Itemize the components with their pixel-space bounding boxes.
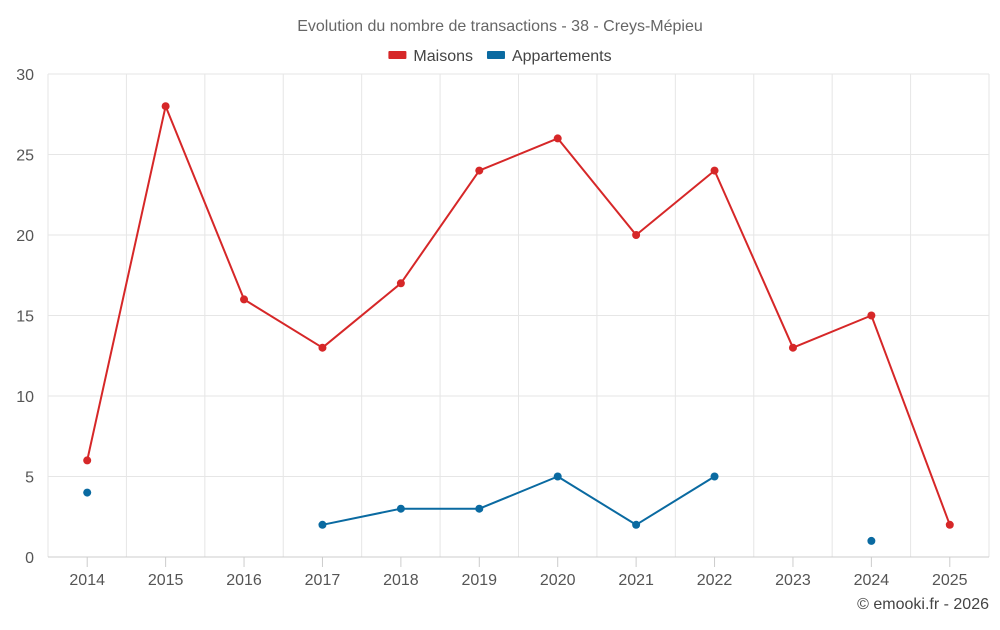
x-tick-label: 2024	[854, 572, 890, 589]
series-line	[322, 475, 716, 526]
x-tick-label: 2015	[148, 572, 184, 589]
chart-title: Evolution du nombre de transactions - 38…	[297, 18, 703, 35]
series-appartements	[83, 472, 876, 545]
y-tick-label: 10	[16, 389, 34, 406]
y-tick-label: 0	[25, 550, 34, 567]
legend-label: Appartements	[512, 48, 612, 65]
legend: Maisons Appartements	[388, 48, 612, 65]
x-tick-label: 2016	[226, 572, 262, 589]
credit-text: © emooki.fr - 2026	[857, 596, 989, 613]
series-line	[86, 105, 951, 526]
data-point	[83, 456, 92, 465]
data-point	[867, 536, 876, 545]
x-tick-label: 2014	[69, 572, 105, 589]
data-point	[318, 343, 327, 352]
y-tick-label: 15	[16, 309, 34, 326]
x-tick-label: 2020	[540, 572, 576, 589]
x-tick-label: 2025	[932, 572, 968, 589]
data-point	[318, 520, 327, 529]
x-tick-label: 2022	[697, 572, 733, 589]
data-point	[867, 311, 876, 320]
data-point	[553, 134, 562, 143]
legend-swatch	[388, 51, 407, 59]
x-tick-label: 2023	[775, 572, 811, 589]
data-point	[945, 520, 954, 529]
legend-swatch	[486, 51, 505, 59]
data-point	[553, 472, 562, 481]
data-point	[396, 279, 405, 288]
legend-item-appartements: Appartements	[486, 48, 612, 65]
x-tick-label: 2018	[383, 572, 419, 589]
x-tick-label: 2021	[618, 572, 654, 589]
data-point	[396, 504, 405, 513]
x-tick-label: 2019	[461, 572, 497, 589]
data-point	[475, 166, 484, 175]
x-tick-label: 2017	[305, 572, 341, 589]
series-layer	[83, 102, 954, 545]
data-point	[240, 295, 249, 304]
data-point	[83, 488, 92, 497]
data-point	[788, 343, 797, 352]
y-tick-label: 25	[16, 148, 34, 165]
grid	[47, 73, 990, 557]
legend-item-maisons: Maisons	[388, 48, 473, 65]
data-point	[475, 504, 484, 513]
data-point	[632, 231, 641, 239]
y-tick-label: 20	[16, 228, 34, 245]
y-tick-label: 30	[16, 67, 34, 84]
series-maisons	[83, 102, 954, 529]
legend-label: Maisons	[413, 48, 473, 65]
data-point	[710, 472, 719, 481]
data-point	[710, 166, 719, 175]
data-point	[161, 102, 170, 111]
y-tick-label: 5	[25, 470, 34, 487]
data-point	[632, 520, 641, 529]
